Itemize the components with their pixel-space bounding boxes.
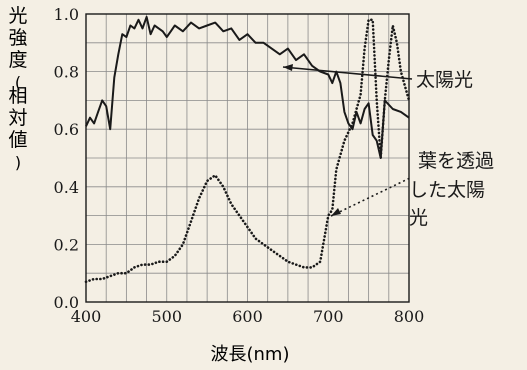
- y-axis-label-char: 対: [8, 107, 27, 129]
- x-tick-label: 600: [232, 307, 263, 326]
- annotation-arrowhead-sunlight: [283, 64, 293, 71]
- y-tick-labels: 0.0 0.2 0.4 0.6 0.8 1.0: [54, 5, 79, 312]
- annotation-transmitted-line2: した太陽: [409, 179, 485, 201]
- y-axis-label-char: (: [15, 73, 21, 92]
- plot-frame: [85, 13, 410, 303]
- x-tick-label: 700: [313, 307, 344, 326]
- y-axis-label-char: ): [15, 153, 21, 172]
- x-tick-labels: 400 500 600 700 800: [71, 307, 425, 326]
- series-line-transmitted: [84, 18, 411, 284]
- y-axis-label: 光強度 (相対値): [8, 5, 27, 172]
- annotation-transmitted-line3: 光: [409, 207, 428, 229]
- annotation-transmitted-line1: 葉を透過: [418, 150, 494, 172]
- y-axis-label-char: 光: [8, 5, 27, 27]
- y-tick-label: 0.6: [54, 120, 79, 139]
- grid-lines: [85, 13, 410, 303]
- y-tick-label: 0.0: [54, 293, 79, 312]
- series-line-sunlight: [85, 15, 410, 159]
- series-layer: [84, 15, 411, 284]
- y-tick-label: 0.2: [54, 235, 79, 254]
- x-tick-label: 800: [394, 307, 425, 326]
- y-axis-label-char: 値: [8, 129, 27, 151]
- x-axis-label: 波長(nm): [211, 344, 290, 365]
- y-tick-label: 0.4: [54, 178, 79, 197]
- annotation-arrowhead-transmitted: [331, 208, 341, 216]
- annotation-line-sunlight: [282, 66, 413, 80]
- y-axis-label-char: 強: [8, 27, 27, 49]
- y-tick-label: 0.8: [54, 63, 79, 82]
- y-axis-label-char: 相: [8, 85, 27, 107]
- y-tick-label: 1.0: [54, 5, 79, 24]
- x-tick-label: 400: [71, 307, 102, 326]
- x-tick-label: 500: [151, 307, 182, 326]
- annotation-sunlight: 太陽光: [416, 69, 473, 91]
- y-axis-label-char: 度: [8, 49, 27, 71]
